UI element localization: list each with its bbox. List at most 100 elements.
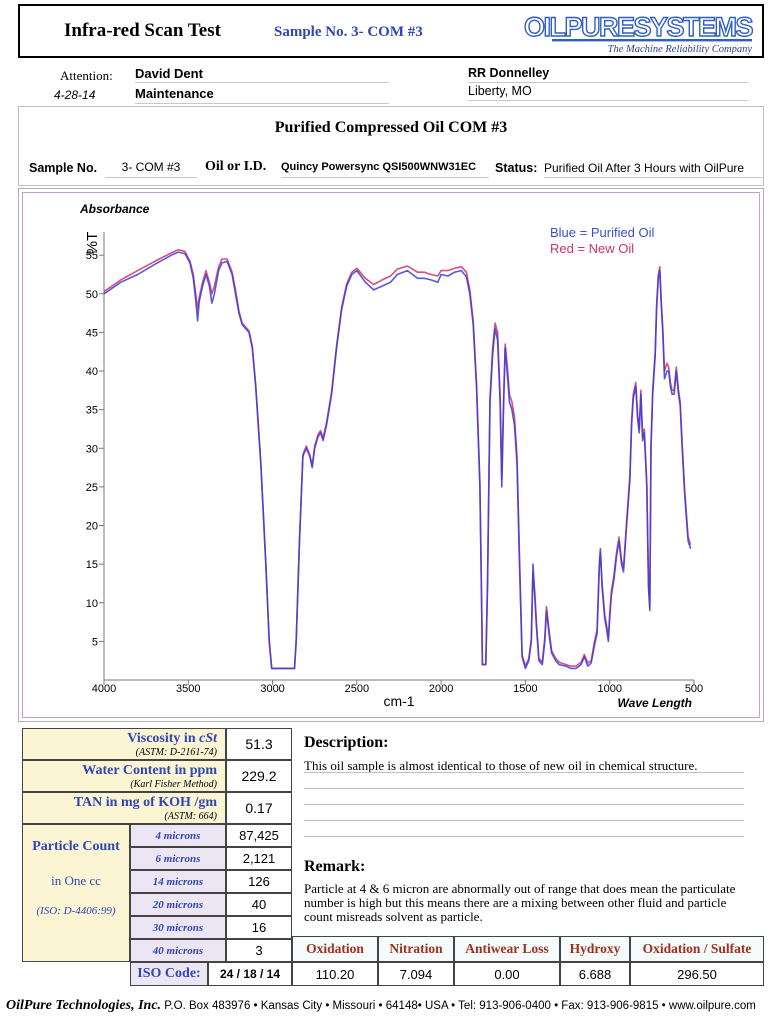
water-method: (Karl Fisher Method) <box>130 779 217 790</box>
x-tick-label: 2500 <box>345 683 369 695</box>
metric-header: Hydroxy <box>560 936 630 962</box>
sample-info-panel: Purified Compressed Oil COM #3 Sample No… <box>18 106 764 186</box>
customer-city: Liberty, MO <box>468 84 748 101</box>
metric-value: 0.00 <box>454 962 560 986</box>
y-tick-label: 5 <box>92 636 98 648</box>
description-remark-area: Description: This oil sample is almost i… <box>292 728 764 936</box>
logo-tagline: The Machine Reliability Company <box>608 44 753 54</box>
remark-text: Particle at 4 & 6 micron are abnormally … <box>304 881 736 924</box>
x-tick-label: 500 <box>685 683 703 695</box>
x-tick-label: 4000 <box>92 683 116 695</box>
footer: OilPure Technologies, Inc. P.O. Box 4839… <box>6 998 768 1014</box>
sample-no-label: Sample No. <box>29 161 98 175</box>
x-axis-right-label: Wave Length <box>618 696 692 710</box>
y-axis-top-label: Absorbance <box>79 202 150 216</box>
oil-id-label: Oil or I.D. <box>205 159 267 174</box>
remark-heading: Remark: <box>304 858 366 875</box>
viscosity-label: Viscosity in <box>127 731 200 746</box>
legend-new: Red = New Oil <box>550 241 634 256</box>
chart-inner-frame <box>22 192 760 718</box>
viscosity-unit: cSt <box>199 731 217 746</box>
tan-value: 0.17 <box>226 792 292 824</box>
iso-code-label: ISO Code: <box>130 962 208 986</box>
report-header <box>18 4 764 58</box>
viscosity-label-cell: Viscosity in cSt (ASTM: D-2161-74) <box>22 728 226 760</box>
metric-value: 296.50 <box>630 962 764 986</box>
status-value: Purified Oil After 3 Hours with OilPure <box>544 161 764 178</box>
particle-sub: in One cc <box>51 873 101 888</box>
attention-name: David Dent <box>135 66 389 83</box>
x-tick-label: 3500 <box>176 683 200 695</box>
x-tick-label: 3000 <box>260 683 284 695</box>
x-axis-label: cm-1 <box>383 693 414 709</box>
x-tick-label: 1500 <box>513 683 537 695</box>
particle-count: 2,121 <box>226 847 292 870</box>
metric-value: 110.20 <box>292 962 378 986</box>
oil-id-value: Quincy Powersync QSI500WNW31EC <box>281 161 489 178</box>
metric-value: 6.688 <box>560 962 630 986</box>
particle-method: (ISO: D-4406:99) <box>36 905 116 917</box>
logo-main-text: OILPURESYSTEMS <box>524 12 753 42</box>
water-label-cell: Water Content in ppm (Karl Fisher Method… <box>22 760 226 792</box>
series-line-purified-oil <box>103 251 692 670</box>
y-axis-label: %T <box>84 232 101 255</box>
particle-size: 4 microns <box>130 824 226 847</box>
department: Maintenance <box>135 86 389 104</box>
metric-header: Oxidation <box>292 936 378 962</box>
tan-label-cell: TAN in mg of KOH /gm (ASTM: 664) <box>22 792 226 824</box>
y-tick-label: 50 <box>86 289 98 301</box>
company-logo: OILPURESYSTEMS The Machine Reliability C… <box>520 8 756 55</box>
viscosity-method: (ASTM: D-2161-74) <box>135 747 217 758</box>
metric-header: Nitration <box>378 936 454 962</box>
series-line-new-oil <box>103 249 692 670</box>
particle-size: 20 microns <box>130 893 226 916</box>
header-sample-value: 3- COM #3 <box>351 24 423 40</box>
footer-details: P.O. Box 483976 • Kansas City • Missouri… <box>161 1000 756 1012</box>
metric-header: Oxidation / Sulfate <box>630 936 764 962</box>
report-title: Purified Compressed Oil COM #3 <box>274 119 508 136</box>
metric-header: Antiwear Loss <box>454 936 560 962</box>
y-tick-label: 45 <box>86 327 98 339</box>
particle-size: 14 microns <box>130 870 226 893</box>
header-sample-label: Sample No. <box>274 24 348 40</box>
y-tick-label: 40 <box>86 366 98 378</box>
x-tick-label: 1000 <box>597 683 621 695</box>
particle-count: 40 <box>226 893 292 916</box>
y-tick-label: 10 <box>86 598 98 610</box>
water-value: 229.2 <box>226 760 292 792</box>
y-tick-label: 55 <box>86 250 98 262</box>
particle-count: 3 <box>226 939 292 962</box>
y-tick-label: 15 <box>86 559 98 571</box>
report-date: 4-28-14 <box>54 88 96 102</box>
iso-code-value: 24 / 18 / 14 <box>208 962 292 986</box>
footer-company: OilPure Technologies, Inc. <box>6 998 162 1013</box>
particle-size: 40 microns <box>130 939 226 962</box>
header-sample-number: Sample No. 3- COM #3 <box>274 24 423 41</box>
test-title: Infra-red Scan Test <box>64 20 221 41</box>
chart-frame <box>18 188 764 722</box>
description-heading: Description: <box>304 734 389 751</box>
particle-count: 87,425 <box>226 824 292 847</box>
particle-size: 30 microns <box>130 916 226 939</box>
particle-label: Particle Count <box>32 839 120 854</box>
attention-label: Attention: <box>60 68 113 83</box>
legend-purified: Blue = Purified Oil <box>550 225 655 240</box>
status-label: Status: <box>495 161 538 175</box>
sample-no-value: 3- COM #3 <box>105 160 197 178</box>
metric-value: 7.094 <box>378 962 454 986</box>
y-tick-label: 35 <box>86 405 98 417</box>
y-tick-label: 25 <box>86 482 98 494</box>
x-tick-label: 2000 <box>429 683 453 695</box>
y-tick-label: 20 <box>86 521 98 533</box>
y-tick-label: 30 <box>86 443 98 455</box>
customer-company: RR Donnelley <box>468 66 748 83</box>
particle-label-cell: Particle Count in One cc (ISO: D-4406:99… <box>22 824 130 962</box>
water-label: Water Content in ppm <box>82 763 217 778</box>
tan-method: (ASTM: 664) <box>164 811 218 822</box>
particle-count: 16 <box>226 916 292 939</box>
results-table: Viscosity in cSt (ASTM: D-2161-74) 51.3 … <box>22 728 764 986</box>
description-text: This oil sample is almost identical to t… <box>304 758 698 773</box>
particle-size: 6 microns <box>130 847 226 870</box>
address-panel: Attention: David Dent 4-28-14 Maintenanc… <box>18 62 764 104</box>
